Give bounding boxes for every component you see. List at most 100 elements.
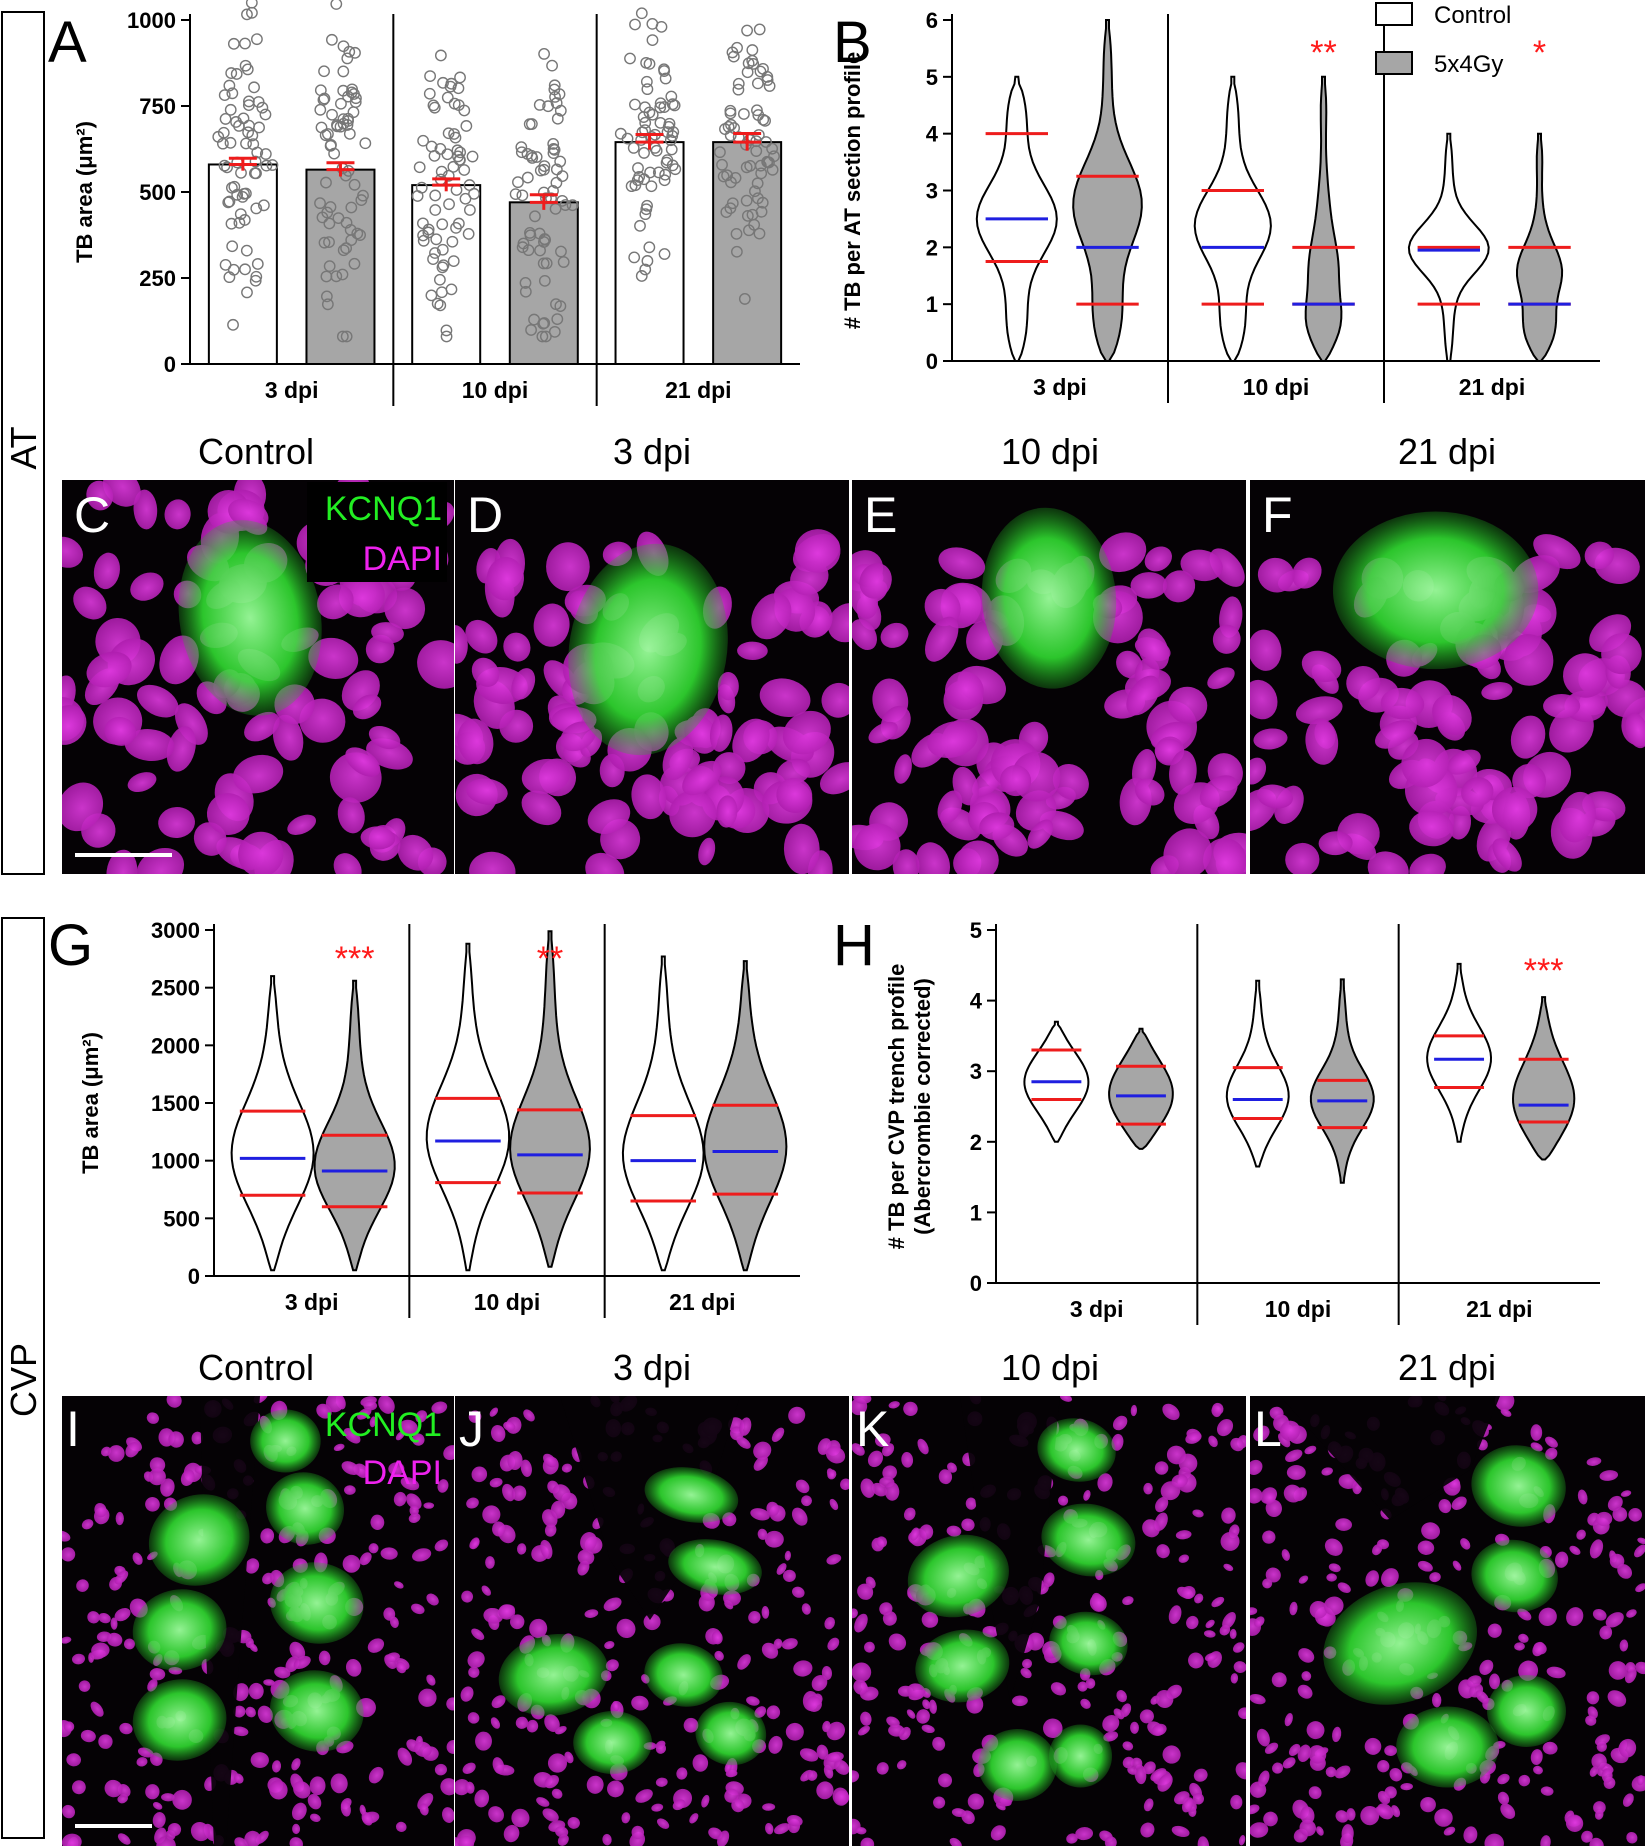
nucleus bbox=[318, 1650, 331, 1666]
micrograph-content bbox=[455, 1396, 849, 1846]
nucleus bbox=[1586, 1457, 1602, 1466]
nucleus bbox=[1569, 1545, 1581, 1556]
nucleus bbox=[1434, 1808, 1453, 1827]
nucleus bbox=[1254, 1616, 1265, 1628]
data-point bbox=[659, 168, 672, 181]
nucleus bbox=[419, 1803, 429, 1816]
nucleus bbox=[1545, 1436, 1558, 1448]
nucleus bbox=[455, 1778, 470, 1796]
nucleus bbox=[860, 1837, 875, 1846]
data-point bbox=[351, 227, 364, 240]
nucleus bbox=[360, 826, 396, 850]
nucleus bbox=[1020, 1668, 1032, 1679]
nucleus bbox=[1291, 557, 1322, 589]
nucleus bbox=[1199, 775, 1238, 809]
nucleus bbox=[467, 1651, 485, 1669]
nucleus bbox=[152, 1802, 163, 1810]
violin bbox=[1193, 75, 1272, 362]
data-point bbox=[740, 194, 753, 207]
data-point bbox=[650, 144, 663, 157]
micrograph-letter: C bbox=[74, 487, 110, 543]
nucleus bbox=[1143, 1798, 1154, 1812]
nucleus bbox=[584, 1609, 599, 1618]
data-point bbox=[644, 166, 656, 179]
x-group-label: 10 dpi bbox=[474, 1289, 540, 1315]
data-point bbox=[447, 255, 460, 268]
stain-label-background bbox=[307, 482, 447, 582]
nucleus bbox=[232, 754, 284, 794]
nucleus bbox=[1335, 1810, 1349, 1823]
nucleus bbox=[876, 1762, 889, 1775]
nucleus bbox=[521, 790, 562, 826]
data-point bbox=[223, 79, 236, 92]
nucleus bbox=[71, 1780, 86, 1795]
chart-b-tb-per-at-section: 0 1 2 3 4 5 6 3 dpi 10 dpi 21 dpi # TB per AT sect… bbox=[840, 8, 1600, 403]
nucleus bbox=[1250, 1781, 1267, 1798]
nucleus bbox=[1375, 1806, 1391, 1817]
data-point bbox=[753, 227, 766, 240]
nucleus bbox=[748, 1610, 761, 1624]
violin bbox=[1225, 979, 1290, 1168]
nucleus bbox=[1489, 1673, 1500, 1690]
x-group-label: 3 dpi bbox=[1070, 1296, 1124, 1322]
nucleus bbox=[455, 1837, 462, 1846]
nucleus bbox=[1576, 1529, 1586, 1540]
nucleus bbox=[1463, 1826, 1478, 1844]
taste-bud bbox=[695, 1701, 767, 1766]
nucleus bbox=[1518, 1633, 1529, 1643]
data-point bbox=[417, 217, 429, 230]
data-point bbox=[749, 185, 761, 198]
nucleus bbox=[811, 1675, 828, 1691]
data-point bbox=[440, 330, 453, 343]
data-point bbox=[320, 290, 333, 303]
nucleus bbox=[816, 1781, 834, 1800]
nucleus bbox=[289, 1641, 306, 1661]
nucleus bbox=[1171, 1825, 1190, 1838]
nucleus bbox=[544, 1714, 560, 1732]
data-point bbox=[536, 330, 549, 343]
data-point bbox=[751, 177, 764, 190]
nucleus bbox=[1052, 764, 1089, 800]
data-point bbox=[330, 0, 343, 10]
nucleus bbox=[947, 1462, 957, 1473]
data-point bbox=[257, 199, 270, 212]
stain-label-dapi: DAPI bbox=[363, 540, 442, 578]
nucleus bbox=[248, 1682, 264, 1700]
data-point bbox=[559, 199, 572, 211]
data-point bbox=[658, 174, 671, 187]
nucleus bbox=[317, 584, 354, 620]
taste-bud bbox=[1037, 1418, 1116, 1482]
data-point bbox=[646, 17, 659, 30]
nucleus bbox=[488, 1806, 504, 1823]
nucleus bbox=[1432, 694, 1472, 736]
nucleus bbox=[272, 714, 304, 761]
nucleus bbox=[716, 795, 738, 828]
nucleus bbox=[191, 1431, 204, 1445]
nucleus bbox=[168, 1431, 184, 1448]
nucleus bbox=[1443, 1826, 1456, 1836]
nucleus bbox=[1238, 1835, 1246, 1846]
data-point bbox=[429, 189, 442, 202]
nucleus bbox=[1194, 1593, 1204, 1604]
nucleus bbox=[656, 1818, 670, 1829]
data-point bbox=[247, 138, 260, 151]
nucleus bbox=[1143, 1761, 1156, 1775]
nucleus bbox=[860, 1711, 872, 1726]
nucleus bbox=[446, 1739, 454, 1754]
nucleus bbox=[330, 1773, 348, 1794]
nucleus bbox=[1230, 1437, 1245, 1452]
nucleus bbox=[764, 1822, 774, 1835]
y-tick-label: 3 bbox=[970, 1059, 982, 1084]
nucleus bbox=[938, 1773, 953, 1788]
nucleus bbox=[762, 1803, 776, 1811]
nucleus bbox=[104, 1779, 123, 1798]
nucleus bbox=[1235, 1762, 1246, 1780]
nucleus bbox=[245, 1706, 256, 1718]
nucleus bbox=[1301, 1671, 1312, 1681]
nucleus bbox=[309, 1813, 321, 1822]
nucleus bbox=[1222, 1612, 1236, 1630]
taste-bud bbox=[1487, 1675, 1566, 1747]
nucleus bbox=[1589, 1766, 1599, 1777]
nucleus bbox=[1230, 1794, 1243, 1810]
bar bbox=[411, 184, 482, 365]
